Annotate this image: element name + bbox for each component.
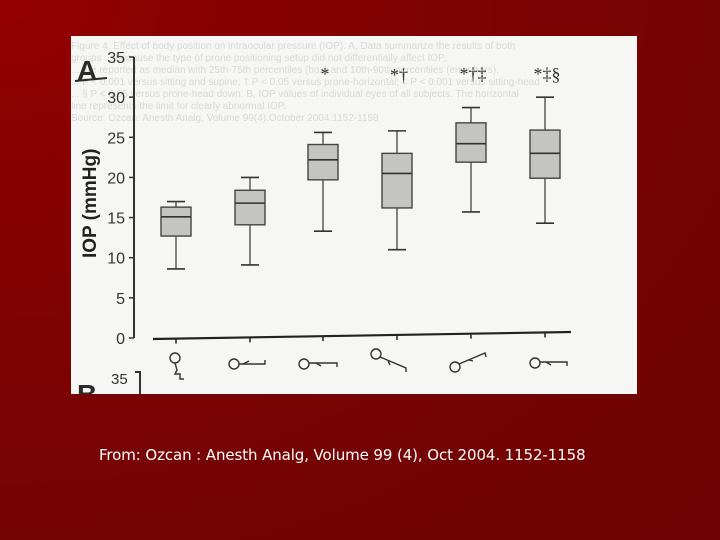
box-sitting (160, 200, 192, 270)
y-tick-label: 0 (116, 331, 125, 348)
prone-head-down-figure-icon (370, 348, 407, 372)
supine-figure-icon (228, 358, 266, 370)
ghost-text-line: Source: Ozcan: Anesth Analg, Volume 99(4… (71, 113, 379, 124)
y-axis-label: IOP (mmHg) (80, 149, 101, 258)
ghost-text-line: line represents the limit for clearly ab… (71, 101, 286, 112)
ghost-text-line: ... § P < 0.05 versus prone-head down. B… (71, 89, 519, 100)
box-prone-head-down (381, 130, 413, 251)
svg-text:35: 35 (111, 371, 128, 388)
ghost-text-line: ... P < 0.001 versus sitting and supine;… (71, 77, 540, 88)
x-axis (152, 330, 572, 344)
box-prone-horizontal (307, 131, 339, 233)
faded-figure-legend-text: Figure 4. Effect of body position on int… (71, 41, 540, 124)
slide-caption: From: Ozcan : Anesth Analg, Volume 99 (4… (99, 446, 586, 464)
significance-marker: *‡§ (534, 64, 561, 84)
y-tick-label: 35 (107, 50, 125, 67)
svg-text:B: B (77, 379, 97, 394)
y-tick-label: 20 (107, 170, 125, 187)
position-icons (169, 348, 568, 380)
box-supine-(end) (529, 96, 561, 224)
prone-head-up-figure-icon (449, 352, 487, 373)
y-tick-label: 10 (107, 251, 125, 268)
ghost-text-line: ... are reported as median with 25th-75t… (71, 65, 499, 76)
panel-a-label: A (74, 55, 108, 86)
significance-marker: *†‡ (460, 64, 487, 84)
supine-end-figure-icon (529, 357, 568, 369)
sitting-figure-icon (169, 352, 184, 380)
significance-marker: *† (390, 65, 408, 85)
panel-b-partial: 35 B (77, 371, 141, 394)
ghost-text-line: groups ... because the type of prone pos… (71, 53, 446, 64)
box-supine (234, 176, 266, 266)
y-tick-label: 15 (107, 211, 125, 228)
prone-horizontal-figure-icon (298, 358, 338, 370)
box-plot-chart: Figure 4. Effect of body position on int… (71, 41, 572, 394)
y-axis: 0 5 10 15 20 25 30 35 (107, 50, 135, 348)
figure-image: Figure 4. Effect of body position on int… (71, 36, 637, 394)
svg-text:A: A (77, 55, 97, 86)
significance-marker: * (321, 64, 330, 84)
ghost-text-line: Figure 4. Effect of body position on int… (71, 41, 515, 52)
y-tick-label: 30 (107, 90, 125, 107)
y-tick-label: 25 (107, 130, 125, 147)
significance-markers: * *† *†‡ *‡§ (321, 64, 561, 85)
box-series (160, 96, 561, 270)
box-prone-head-up (455, 106, 487, 213)
y-tick-label: 5 (116, 291, 125, 308)
